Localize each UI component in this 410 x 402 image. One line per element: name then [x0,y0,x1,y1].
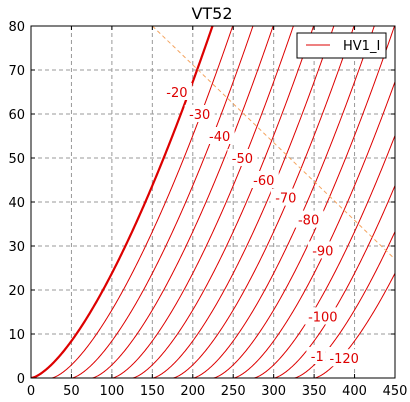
curve-label-text: -60 [253,174,274,189]
chart-title: VT52 [191,4,232,23]
curve-label-text: -70 [275,192,296,207]
curve-label: -30 [184,105,215,123]
curve-label-text: -90 [312,244,333,259]
x-tick-label: 50 [63,384,80,399]
legend-entry-hv1-i: HV1_I [343,39,380,54]
y-tick-label: 50 [8,152,25,167]
curve-gneg100 [233,81,395,378]
curve-label-bg [204,127,235,144]
x-tick-label: 450 [383,384,408,399]
x-tick-label: 300 [261,384,286,399]
curve-label-bg [161,83,192,100]
curve-label-bg [270,188,301,206]
curve-gneg110 [253,135,395,378]
curve-gneg20 [71,26,254,378]
curve-label: -80 [293,210,324,229]
curve-label-text: -50 [232,152,253,167]
curve-label-text: -30 [189,108,210,123]
curve-label: -50 [227,149,258,167]
curve-gneg70 [172,26,355,378]
y-tick-label: 10 [8,328,25,343]
x-tick-label: 100 [99,384,124,399]
y-tick-label: 30 [8,240,25,255]
x-tick-label: 250 [221,384,246,399]
curve-label-text: -100 [308,310,338,325]
curve-label-text: -40 [209,130,230,145]
curve-label: -70 [270,188,301,207]
curve-gneg10 [51,26,234,378]
load-line [151,26,395,260]
y-tick-label: 80 [8,20,25,35]
y-tick-label: 0 [17,372,25,387]
curve-label-text: -20 [166,86,187,101]
load-line-layer [151,26,395,260]
x-tick-label: 0 [27,384,35,399]
curve-label: -20 [161,83,192,101]
curve-gneg30 [91,26,274,378]
curve-gneg50 [132,26,315,378]
curve-gneg130 [293,231,395,378]
curve-gneg140 [314,273,395,378]
x-tick-label: 150 [140,384,165,399]
curve-gneg90 [212,26,395,378]
curve-label-bg [248,171,279,188]
y-tick-label: 60 [8,108,25,123]
curve-label-bg [227,149,258,166]
curve-label: -60 [248,171,279,189]
curve-label-text: -80 [298,214,319,229]
x-tick-label: 400 [342,384,367,399]
curve-label: -100 [303,307,342,325]
curve-gneg40 [111,26,294,378]
curve-label: -40 [204,127,235,145]
curve-gneg80 [192,26,375,378]
curve-label-bg [325,349,364,367]
curve-label-text: -120 [329,352,359,367]
legend: HV1_I [296,32,387,59]
y-tick-label: 40 [8,196,25,211]
x-tick-label: 350 [302,384,327,399]
y-tick-label: 20 [8,284,25,299]
y-tick-label: 70 [8,64,25,79]
curve-label: -120 [325,349,364,367]
curve-label-bg [184,105,215,122]
x-tick-label: 200 [180,384,205,399]
curve-labels: -20-30-40-50-60-70-80-90-100-11-120 [161,83,364,367]
curve-label-bg [307,241,338,259]
curve-gneg60 [152,26,335,378]
curve-label-bg [293,210,324,228]
curve-label-bg [303,307,342,325]
axis-ticks: 0 50 100 150 200 250 300 350 400 450 0 10 20 30 40 50 60… [8,20,407,399]
curve-label: -90 [307,241,338,259]
